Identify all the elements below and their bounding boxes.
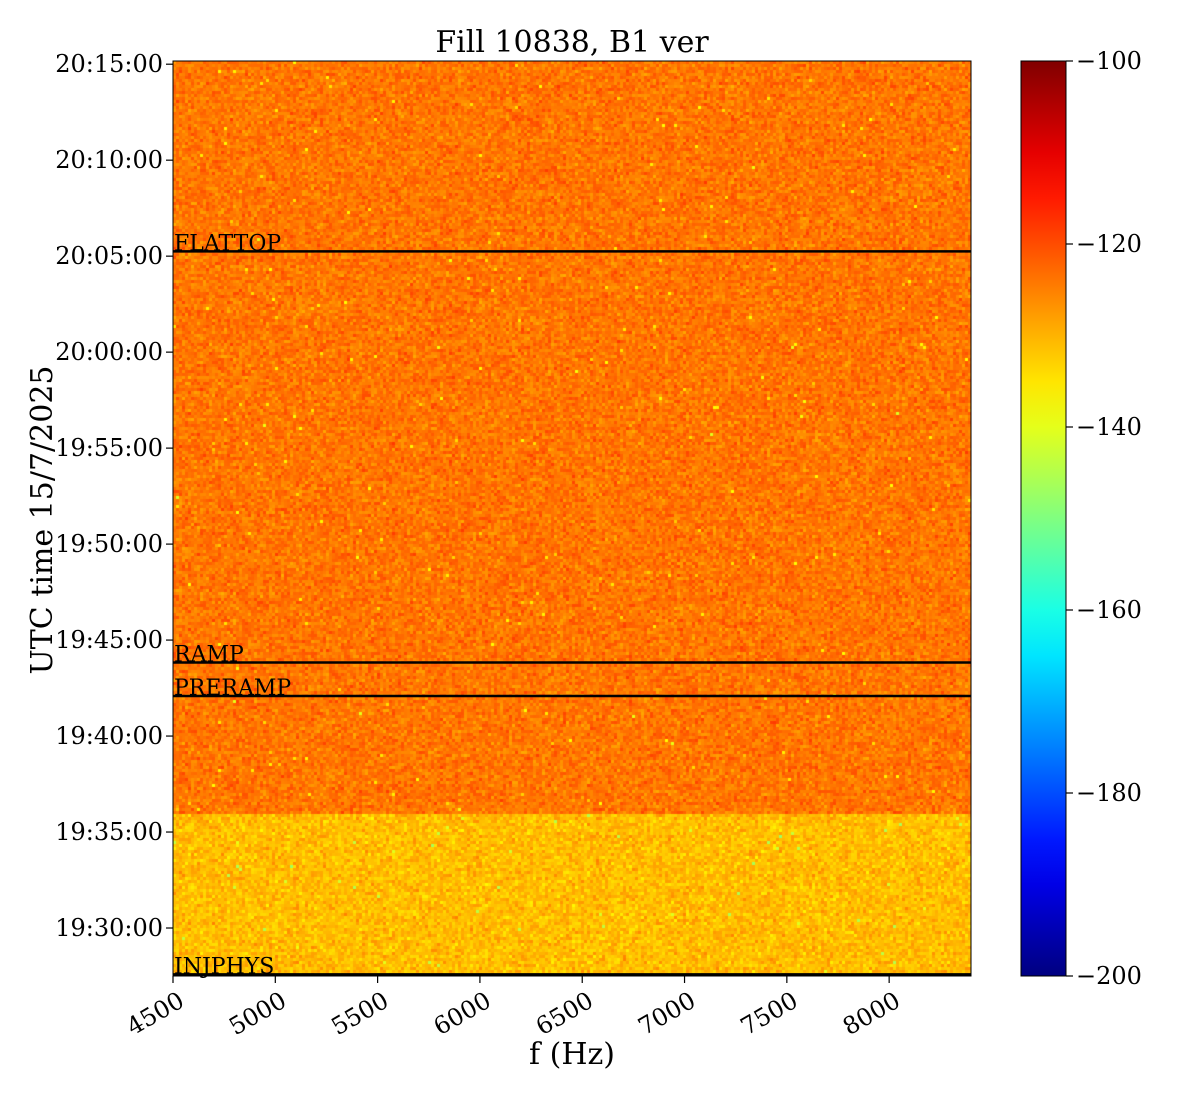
x-tick-label: 6000 bbox=[429, 986, 496, 1041]
colorbar: −200 −180 −160 −140 −120 −100 bbox=[1020, 47, 1142, 990]
plot-frame bbox=[172, 60, 972, 977]
heatmap-field bbox=[173, 61, 971, 976]
colorbar-tick-label: −160 bbox=[1076, 596, 1142, 624]
colorbar-gradient bbox=[1020, 60, 1067, 977]
x-tick-label: 8000 bbox=[838, 986, 905, 1041]
y-tick-label: 19:30:00 bbox=[55, 914, 163, 942]
colorbar-tick-label: −120 bbox=[1076, 230, 1142, 258]
colorbar-tick-label: −200 bbox=[1076, 962, 1142, 990]
y-tick-label: 19:35:00 bbox=[55, 818, 163, 846]
x-tick-label: 7000 bbox=[633, 986, 700, 1041]
marker-label: FLATTOP bbox=[174, 231, 281, 256]
y-tick-label: 20:10:00 bbox=[55, 146, 163, 174]
y-axis: 19:30:00 19:35:00 19:40:00 19:45:00 19:50:00… bbox=[55, 50, 173, 942]
marker-label: INJPHYS bbox=[174, 954, 274, 979]
y-tick-label: 19:45:00 bbox=[55, 626, 163, 654]
y-tick-label: 19:40:00 bbox=[55, 722, 163, 750]
x-axis-label: f (Hz) bbox=[529, 1037, 615, 1072]
colorbar-tick-label: −100 bbox=[1076, 47, 1142, 75]
marker-label: PRERAMP bbox=[174, 676, 291, 701]
colorbar-tick-label: −140 bbox=[1076, 413, 1142, 441]
y-tick-label: 19:50:00 bbox=[55, 530, 163, 558]
x-tick-label: 5000 bbox=[224, 986, 291, 1041]
x-axis: 4500 5000 5500 6000 6500 7000 7500 8000 bbox=[122, 976, 905, 1041]
y-tick-label: 20:15:00 bbox=[55, 50, 163, 78]
marker-label: RAMP bbox=[174, 642, 244, 667]
x-tick-label: 5500 bbox=[327, 986, 394, 1041]
phase-markers: INJPHYS PRERAMP RAMP FLATTOP bbox=[173, 231, 971, 979]
y-axis-label: UTC time 15/7/2025 bbox=[25, 366, 60, 675]
x-tick-label: 4500 bbox=[122, 986, 189, 1041]
y-tick-label: 20:00:00 bbox=[55, 338, 163, 366]
chart-title: Fill 10838, B1 ver bbox=[435, 25, 709, 60]
y-tick-label: 20:05:00 bbox=[55, 242, 163, 270]
x-tick-label: 7500 bbox=[736, 986, 803, 1041]
colorbar-tick-label: −180 bbox=[1076, 779, 1142, 807]
plot-area bbox=[172, 60, 972, 977]
x-tick-label: 6500 bbox=[531, 986, 598, 1041]
y-tick-label: 19:55:00 bbox=[55, 434, 163, 462]
